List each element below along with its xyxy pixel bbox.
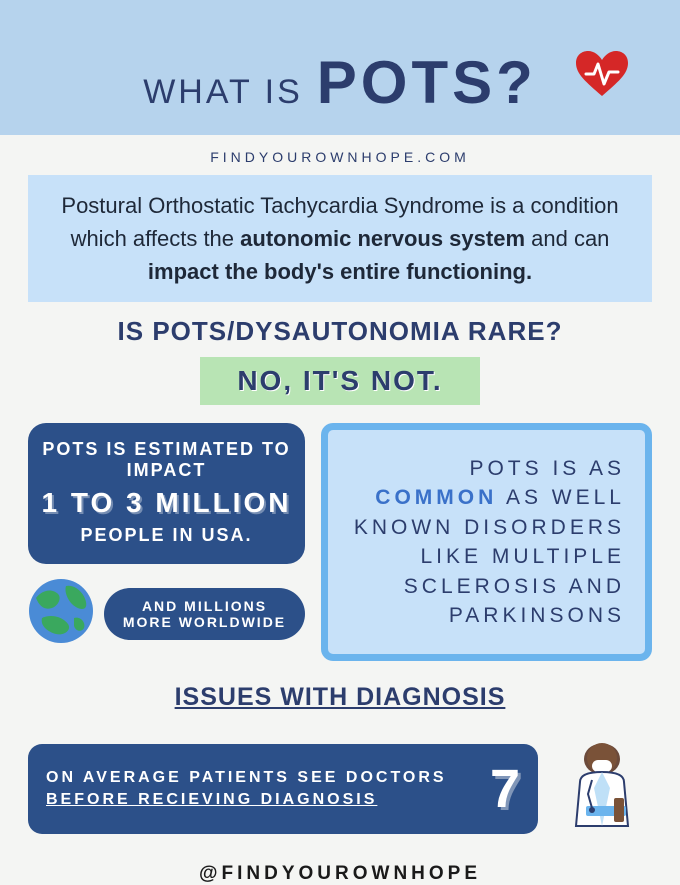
impact-line2: PEOPLE IN USA. <box>40 525 293 546</box>
common-comparison-box: POTS IS AS COMMON AS WELL KNOWN DISORDER… <box>321 423 652 661</box>
rare-answer-box: NO, IT'S NOT. <box>200 357 480 405</box>
impact-line1: POTS IS ESTIMATED TO IMPACT <box>40 439 293 481</box>
stats-left-column: POTS IS ESTIMATED TO IMPACT 1 TO 3 MILLI… <box>28 423 305 661</box>
rare-answer: NO, IT'S NOT. <box>200 365 480 397</box>
website-url: FINDYOUROWNHOPE.COM <box>0 135 680 175</box>
worldwide-row: AND MILLIONS MORE WORLDWIDE <box>28 578 305 649</box>
impact-number: 1 TO 3 MILLION <box>40 487 293 519</box>
worldwide-stat-box: AND MILLIONS MORE WORLDWIDE <box>104 588 305 640</box>
diagnosis-row: ON AVERAGE PATIENTS SEE DOCTORS BEFORE R… <box>0 712 680 851</box>
intro-bold-2: impact the body's entire functioning. <box>148 259 532 284</box>
diagnosis-heading: ISSUES WITH DIAGNOSIS <box>0 683 680 712</box>
common-pre: POTS IS AS <box>469 457 625 480</box>
rare-heading: IS POTS/DYSAUTONOMIA RARE? <box>0 316 680 347</box>
diagnosis-text: ON AVERAGE PATIENTS SEE DOCTORS BEFORE R… <box>46 767 476 810</box>
diagnosis-underline: BEFORE RECIEVING DIAGNOSIS <box>46 791 377 808</box>
heart-icon <box>574 50 630 103</box>
diagnosis-number: 7 <box>490 758 520 820</box>
diagnosis-stat-box: ON AVERAGE PATIENTS SEE DOCTORS BEFORE R… <box>28 744 538 834</box>
page-title: WHAT IS POTS? <box>143 48 537 117</box>
intro-description: Postural Orthostatic Tachycardia Syndrom… <box>28 175 652 302</box>
impact-stat-box: POTS IS ESTIMATED TO IMPACT 1 TO 3 MILLI… <box>28 423 305 564</box>
common-emphasis: COMMON <box>375 486 497 509</box>
title-word: POTS? <box>317 48 537 117</box>
intro-bold-1: autonomic nervous system <box>240 226 525 251</box>
header: WHAT IS POTS? <box>0 0 680 135</box>
stats-row: POTS IS ESTIMATED TO IMPACT 1 TO 3 MILLI… <box>0 405 680 661</box>
social-handle: @FINDYOUROWNHOPE <box>0 863 680 885</box>
doctor-icon <box>552 726 652 851</box>
globe-icon <box>28 578 94 649</box>
title-prefix: WHAT IS <box>143 73 303 112</box>
intro-text-2: and can <box>525 226 609 251</box>
diagnosis-pre: ON AVERAGE PATIENTS SEE DOCTORS <box>46 769 447 786</box>
